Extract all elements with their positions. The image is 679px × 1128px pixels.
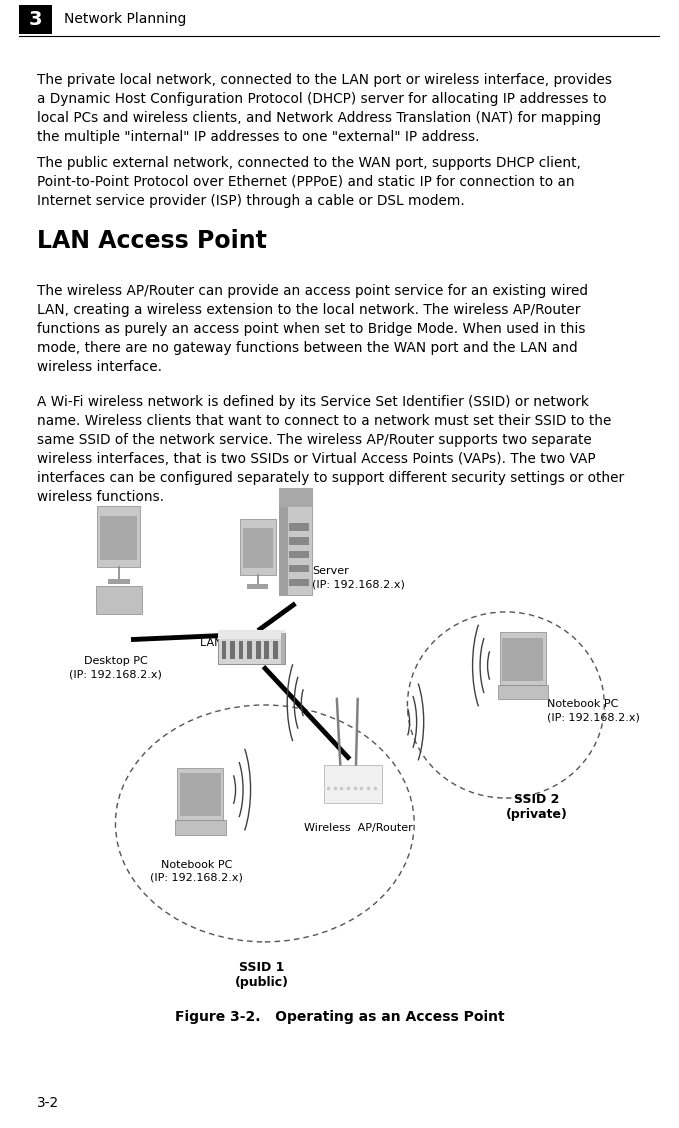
Bar <box>278 488 312 594</box>
Bar <box>247 584 268 589</box>
Text: 3-2: 3-2 <box>37 1096 60 1110</box>
Text: LAN Switch: LAN Switch <box>200 638 263 647</box>
Text: SSID 1
(public): SSID 1 (public) <box>234 961 289 989</box>
Bar <box>180 773 221 817</box>
Text: Network Planning: Network Planning <box>64 12 186 26</box>
Bar <box>177 767 223 820</box>
Bar <box>498 685 548 699</box>
Bar <box>242 528 273 569</box>
Bar <box>108 579 130 583</box>
Bar <box>278 488 288 594</box>
Bar <box>502 637 543 681</box>
Bar <box>289 565 310 572</box>
Text: Server
(IP: 192.168.2.x): Server (IP: 192.168.2.x) <box>312 566 405 589</box>
Bar <box>256 641 261 659</box>
Bar <box>239 641 244 659</box>
Bar <box>217 631 285 640</box>
Bar <box>221 641 226 659</box>
Bar <box>289 552 310 558</box>
Bar <box>324 765 382 803</box>
Bar <box>175 820 225 835</box>
Text: SSID 2
(private): SSID 2 (private) <box>505 793 568 821</box>
Text: Figure 3-2.   Operating as an Access Point: Figure 3-2. Operating as an Access Point <box>175 1011 504 1024</box>
Bar <box>217 634 285 663</box>
Text: The wireless AP/Router can provide an access point service for an existing wired: The wireless AP/Router can provide an ac… <box>37 284 588 374</box>
Bar <box>289 579 310 587</box>
Text: Notebook PC
(IP: 192.168.2.x): Notebook PC (IP: 192.168.2.x) <box>547 699 640 722</box>
Bar <box>278 488 312 508</box>
Bar <box>273 641 278 659</box>
Text: Desktop PC
(IP: 192.168.2.x): Desktop PC (IP: 192.168.2.x) <box>69 656 162 679</box>
Bar <box>96 585 142 614</box>
Text: The public external network, connected to the WAN port, supports DHCP client,
Po: The public external network, connected t… <box>37 156 581 208</box>
Bar <box>500 632 546 685</box>
Bar <box>264 641 269 659</box>
Text: 3: 3 <box>29 10 42 28</box>
Bar <box>230 641 235 659</box>
Text: Wireless  AP/Router: Wireless AP/Router <box>304 823 413 834</box>
Text: Notebook PC
(IP: 192.168.2.x): Notebook PC (IP: 192.168.2.x) <box>151 860 243 882</box>
Bar <box>289 537 310 545</box>
Bar <box>281 634 285 663</box>
Bar <box>19 5 52 34</box>
Text: LAN Access Point: LAN Access Point <box>37 229 268 253</box>
Bar <box>100 517 137 561</box>
Text: The private local network, connected to the LAN port or wireless interface, prov: The private local network, connected to … <box>37 73 612 144</box>
Bar <box>98 506 141 567</box>
Bar <box>240 519 276 575</box>
Bar <box>289 523 310 531</box>
Bar <box>247 641 252 659</box>
Text: A Wi-Fi wireless network is defined by its Service Set Identifier (SSID) or netw: A Wi-Fi wireless network is defined by i… <box>37 395 625 503</box>
